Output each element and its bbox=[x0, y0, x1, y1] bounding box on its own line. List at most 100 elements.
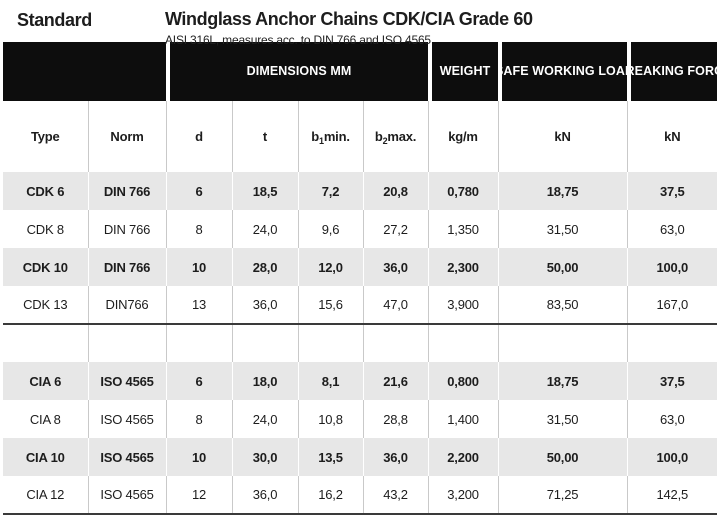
table-row-cdk10: CDK 10 DIN 766 10 28,0 12,0 36,0 2,300 5… bbox=[3, 248, 718, 286]
table-row-cia10: CIA 10 ISO 4565 10 30,0 13,5 36,0 2,200 … bbox=[3, 438, 718, 476]
gap-cell bbox=[428, 323, 499, 362]
cell-t: 30,0 bbox=[232, 438, 299, 476]
col-header-t: t bbox=[232, 101, 299, 172]
section-gap-row bbox=[3, 323, 718, 362]
col-header-d-label: d bbox=[195, 129, 203, 144]
cell-b2max: 47,0 bbox=[363, 286, 429, 324]
cell-b2max: 20,8 bbox=[363, 172, 429, 210]
cell-b1min: 7,2 bbox=[298, 172, 364, 210]
cell-b2max: 43,2 bbox=[363, 476, 429, 515]
cell-breaking-force: 37,5 bbox=[627, 362, 718, 400]
cell-d: 6 bbox=[166, 362, 233, 400]
cell-d: 10 bbox=[166, 438, 233, 476]
gap-cell bbox=[88, 323, 167, 362]
table-row-cdk13: CDK 13 DIN766 13 36,0 15,6 47,0 3,900 83… bbox=[3, 286, 718, 324]
cell-b1min: 16,2 bbox=[298, 476, 364, 515]
col-header-t-label: t bbox=[262, 129, 268, 144]
page-subtitle: AISI 316L, measures acc. to DIN 766 and … bbox=[165, 32, 431, 47]
group-header-breaking-force: BREAKING FORCE bbox=[627, 42, 718, 101]
col-header-rest: max. bbox=[387, 129, 417, 144]
standard-label: Standard bbox=[17, 10, 92, 30]
cell-weight: 1,350 bbox=[428, 210, 499, 248]
cell-weight: 3,200 bbox=[428, 476, 499, 515]
cell-breaking-force: 63,0 bbox=[627, 210, 718, 248]
group-header-weight-label: WEIGHT bbox=[432, 42, 499, 101]
column-header-row: Type Norm d t b1min. b2max. kg/m kN kN bbox=[3, 101, 718, 172]
cell-b1min: 8,1 bbox=[298, 362, 364, 400]
cell-swl: 83,50 bbox=[498, 286, 628, 324]
group-header-dimensions: DIMENSIONS MM bbox=[166, 42, 429, 101]
gap-cell bbox=[498, 323, 628, 362]
group-header-dimensions-label: DIMENSIONS MM bbox=[170, 42, 429, 101]
cell-type: CIA 10 bbox=[3, 438, 89, 476]
cell-b1min: 9,6 bbox=[298, 210, 364, 248]
cell-swl: 18,75 bbox=[498, 362, 628, 400]
cell-type: CDK 10 bbox=[3, 248, 89, 286]
group-header-blank bbox=[3, 42, 166, 101]
table-row-cdk6: CDK 6 DIN 766 6 18,5 7,2 20,8 0,780 18,7… bbox=[3, 172, 718, 210]
gap-cell bbox=[363, 323, 429, 362]
cell-norm: ISO 4565 bbox=[88, 362, 167, 400]
cell-b1min: 15,6 bbox=[298, 286, 364, 324]
cell-d: 12 bbox=[166, 476, 233, 515]
cell-norm: DIN 766 bbox=[88, 248, 167, 286]
col-header-subscript: 1 bbox=[319, 136, 324, 146]
title-block: Windglass Anchor Chains CDK/CIA Grade 60… bbox=[165, 9, 720, 47]
col-header-b2max: b2max. bbox=[363, 101, 429, 172]
group-header-blank-label bbox=[3, 42, 166, 101]
col-header-b1min-label: b bbox=[311, 129, 319, 144]
cell-d: 8 bbox=[166, 400, 233, 438]
col-header-kgm: kg/m bbox=[428, 101, 499, 172]
cell-breaking-force: 100,0 bbox=[627, 438, 718, 476]
col-header-b2max-label: b bbox=[374, 129, 383, 144]
cell-b2max: 27,2 bbox=[363, 210, 429, 248]
cell-swl: 50,00 bbox=[498, 438, 628, 476]
cell-d: 8 bbox=[166, 210, 233, 248]
group-header-safe-working-load-label: SAFE WORKING LOAD bbox=[498, 42, 628, 101]
cell-t: 18,5 bbox=[232, 172, 299, 210]
col-header-kn-swl: kN bbox=[498, 101, 628, 172]
cell-b1min: 12,0 bbox=[298, 248, 364, 286]
cell-type: CIA 12 bbox=[3, 476, 89, 515]
table-row-cia12: CIA 12 ISO 4565 12 36,0 16,2 43,2 3,200 … bbox=[3, 476, 718, 515]
cell-type: CDK 8 bbox=[3, 210, 89, 248]
cell-norm: ISO 4565 bbox=[88, 400, 167, 438]
cell-breaking-force: 142,5 bbox=[627, 476, 718, 515]
cell-breaking-force: 167,0 bbox=[627, 286, 718, 324]
col-header-rest: min. bbox=[323, 129, 350, 144]
cell-type: CDK 6 bbox=[3, 172, 89, 210]
cell-t: 24,0 bbox=[232, 400, 299, 438]
col-header-kn-swl-label: kN bbox=[554, 129, 571, 144]
cell-d: 10 bbox=[166, 248, 233, 286]
gap-cell bbox=[3, 323, 89, 362]
cell-norm: DIN766 bbox=[88, 286, 167, 324]
chain-spec-table: DIMENSIONS MM WEIGHT SAFE WORKING LOAD B… bbox=[3, 42, 718, 515]
cell-norm: DIN 766 bbox=[88, 172, 167, 210]
cell-b2max: 36,0 bbox=[363, 248, 429, 286]
cell-norm: DIN 766 bbox=[88, 210, 167, 248]
cell-breaking-force: 100,0 bbox=[627, 248, 718, 286]
page-title: Windglass Anchor Chains CDK/CIA Grade 60 bbox=[165, 9, 533, 29]
cell-b2max: 21,6 bbox=[363, 362, 429, 400]
col-header-kn-bf-label: kN bbox=[664, 129, 681, 144]
cell-b1min: 10,8 bbox=[298, 400, 364, 438]
gap-cell bbox=[627, 323, 718, 362]
cell-weight: 2,300 bbox=[428, 248, 499, 286]
table-row-cdk8: CDK 8 DIN 766 8 24,0 9,6 27,2 1,350 31,5… bbox=[3, 210, 718, 248]
cell-b1min: 13,5 bbox=[298, 438, 364, 476]
cell-type: CIA 6 bbox=[3, 362, 89, 400]
cell-swl: 31,50 bbox=[498, 400, 628, 438]
cell-norm: ISO 4565 bbox=[88, 438, 167, 476]
cell-weight: 0,780 bbox=[428, 172, 499, 210]
col-header-type-label: Type bbox=[30, 129, 60, 144]
col-header-type: Type bbox=[3, 101, 89, 172]
cell-t: 36,0 bbox=[232, 476, 299, 515]
cell-breaking-force: 63,0 bbox=[627, 400, 718, 438]
col-header-norm-label: Norm bbox=[110, 129, 144, 144]
group-header-safe-working-load: SAFE WORKING LOAD bbox=[498, 42, 628, 101]
gap-cell bbox=[232, 323, 299, 362]
cell-norm: ISO 4565 bbox=[88, 476, 167, 515]
title-bar: Standard Windglass Anchor Chains CDK/CIA… bbox=[0, 0, 720, 47]
cell-type: CDK 13 bbox=[3, 286, 89, 324]
